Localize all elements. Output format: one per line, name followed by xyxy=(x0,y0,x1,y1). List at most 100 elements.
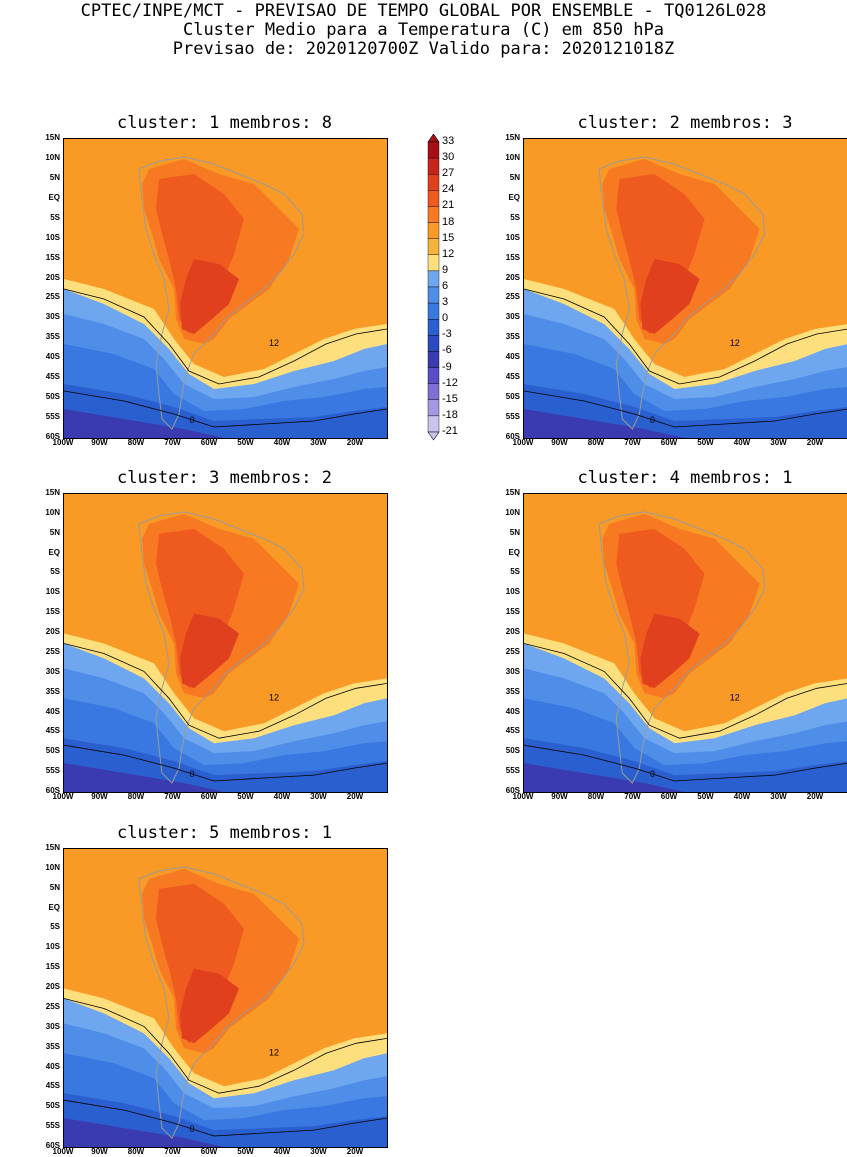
field-24-27 xyxy=(180,968,239,1044)
y-tick-label: 50S xyxy=(505,392,520,402)
y-tick-label: 5N xyxy=(49,527,60,537)
y-tick-label: 45S xyxy=(505,726,520,736)
panel-title: cluster: 4 membros: 1 xyxy=(577,468,793,488)
y-tick-label: 15N xyxy=(505,488,520,497)
colorbar-swatch xyxy=(427,399,440,417)
contour-12 xyxy=(64,643,387,739)
field-24-27 xyxy=(640,259,700,334)
y-tick-label: 35S xyxy=(45,686,60,696)
coastline xyxy=(598,156,766,430)
y-tick-label: 5S xyxy=(510,212,520,222)
colorbar-swatch xyxy=(427,190,440,207)
y-tick-label: 5S xyxy=(510,567,520,577)
y-tick-label: 10N xyxy=(505,152,520,162)
y-tick-label: 15S xyxy=(45,607,60,617)
field-minus6-minus3 xyxy=(524,409,685,438)
field-24-27 xyxy=(180,259,239,334)
x-tick-label: 80W xyxy=(587,438,605,447)
colorbar-label: -6 xyxy=(442,344,452,357)
field-24-27 xyxy=(640,613,700,689)
coastline xyxy=(138,156,305,430)
x-tick-label: 60W xyxy=(200,792,218,801)
y-tick-label: 30S xyxy=(505,666,520,676)
colorbar-label: 3 xyxy=(442,296,449,309)
map-panel: 12 0 xyxy=(63,848,388,1148)
colorbar-swatch xyxy=(427,383,440,400)
x-tick-label: 40W xyxy=(273,1147,291,1156)
colorbar-swatch xyxy=(427,222,440,239)
y-tick-label: 5N xyxy=(49,172,60,182)
y-tick-label: 20S xyxy=(45,272,60,282)
colorbar-label: -21 xyxy=(442,425,458,437)
colorbar-label: -15 xyxy=(442,392,458,405)
colorbar-label: 18 xyxy=(442,215,455,228)
y-tick-label: EQ xyxy=(508,547,520,557)
temperature-map: 12 0 xyxy=(64,849,387,1147)
y-tick-label: 60S xyxy=(505,786,520,795)
x-tick-label: 70W xyxy=(164,1147,181,1156)
x-tick-label: 30W xyxy=(310,792,327,801)
contour-12 xyxy=(524,288,847,385)
contour-label-12: 12 xyxy=(269,692,279,702)
y-tick-label: 10N xyxy=(45,507,60,517)
colorbar-swatch xyxy=(427,238,440,255)
y-tick-label: 40S xyxy=(505,706,520,716)
colorbar-label: 24 xyxy=(442,183,455,196)
field-21-24 xyxy=(156,528,244,689)
y-tick-label: 25S xyxy=(505,292,520,302)
y-tick-label: 10S xyxy=(505,587,520,597)
panel-title: cluster: 5 membros: 1 xyxy=(117,823,332,843)
field-21-24 xyxy=(156,174,244,334)
x-tick-label: 50W xyxy=(237,792,254,801)
map-panel: 12 0 xyxy=(523,138,847,439)
colorbar-graphic xyxy=(427,134,440,441)
x-tick-label: 70W xyxy=(164,438,181,447)
header-line-2: Cluster Medio para a Temperatura (C) em … xyxy=(182,20,665,40)
y-tick-label: 5N xyxy=(49,882,60,892)
colorbar-label: -18 xyxy=(442,408,458,421)
y-tick-label: 5S xyxy=(50,922,60,932)
colorbar-swatch xyxy=(427,319,440,336)
y-tick-label: EQ xyxy=(48,547,60,557)
y-tick-label: 20S xyxy=(505,627,520,637)
x-tick-label: 40W xyxy=(273,438,291,447)
y-tick-label: 15N xyxy=(45,843,60,852)
contour-0 xyxy=(64,390,387,428)
y-tick-label: 55S xyxy=(505,412,520,422)
x-tick-label: 70W xyxy=(164,792,181,801)
contour-0 xyxy=(64,744,387,782)
y-tick-label: 50S xyxy=(45,746,60,756)
y-tick-label: 25S xyxy=(45,646,60,656)
x-tick-label: 100W xyxy=(52,792,74,801)
x-tick-label: 90W xyxy=(91,1147,108,1156)
y-tick-label: 10N xyxy=(45,152,60,162)
y-tick-label: 50S xyxy=(505,746,520,756)
x-tick-label: 20W xyxy=(806,792,824,801)
y-tick-label: 20S xyxy=(45,627,60,637)
x-tick-label: 100W xyxy=(52,1147,74,1156)
y-tick-label: 60S xyxy=(45,432,60,441)
y-tick-label: 10N xyxy=(45,862,60,872)
y-tick-label: 10S xyxy=(45,942,60,952)
y-tick-label: 15S xyxy=(45,252,60,262)
field-21-24 xyxy=(616,528,705,689)
y-tick-label: 60S xyxy=(45,1141,60,1150)
panel-title: cluster: 3 membros: 2 xyxy=(117,468,332,488)
x-tick-label: 80W xyxy=(127,1147,145,1156)
field-minus6-minus3 xyxy=(64,1118,224,1147)
temperature-map: 12 0 xyxy=(524,494,847,792)
x-tick-label: 40W xyxy=(273,792,291,801)
field-minus6-minus3 xyxy=(64,409,224,438)
y-tick-label: 45S xyxy=(45,726,60,736)
y-tick-label: 50S xyxy=(45,392,60,402)
y-tick-label: 10S xyxy=(45,587,60,597)
x-tick-label: 50W xyxy=(237,1147,254,1156)
temperature-map: 12 0 xyxy=(64,139,387,438)
x-tick-label: 40W xyxy=(733,792,751,801)
x-tick-label: 20W xyxy=(346,1147,364,1156)
contour-label-0: 0 xyxy=(189,769,194,779)
field-21-24 xyxy=(616,174,705,334)
y-tick-label: 35S xyxy=(505,332,520,342)
y-tick-label: 5N xyxy=(509,527,520,537)
colorbar-swatch xyxy=(427,302,440,320)
